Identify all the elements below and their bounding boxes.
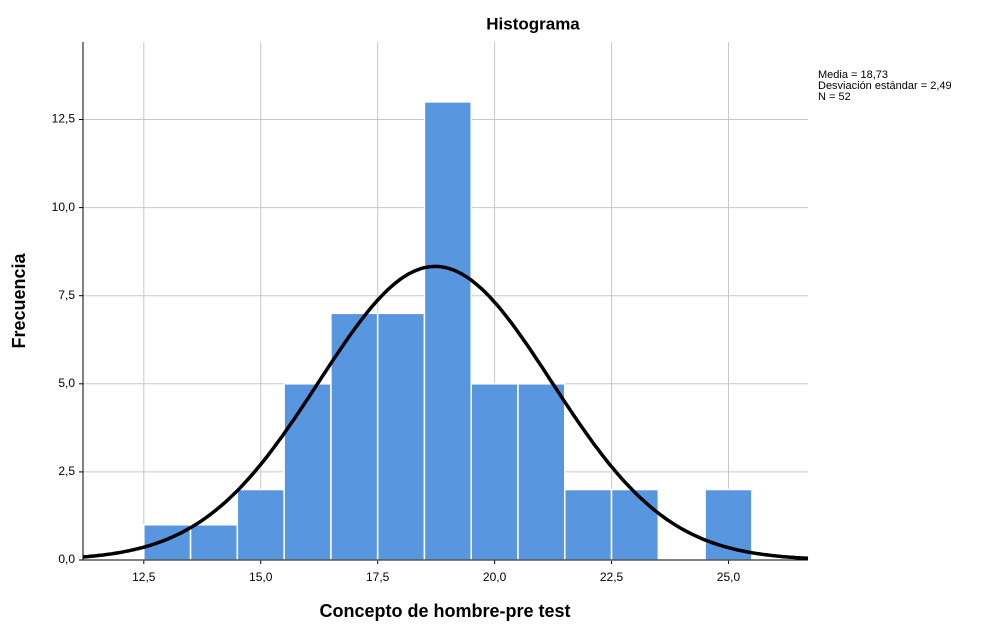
stats-text: N = 52 (818, 91, 851, 103)
bar (376, 312, 426, 561)
stats-text: Media = 18,73 (818, 69, 888, 81)
x-tick-label: 12,5 (132, 570, 156, 584)
y-tick-label: 0,0 (58, 552, 75, 566)
x-axis-label: Concepto de hombre-pre test (319, 601, 570, 621)
bar (236, 488, 285, 561)
y-tick-label: 2,5 (58, 464, 75, 478)
y-tick-label: 10,0 (52, 200, 76, 214)
normal-curve (82, 264, 809, 561)
stats-text: Desviación estándar = 2,49 (818, 80, 952, 92)
bar (610, 488, 660, 561)
bar (564, 488, 613, 561)
bar (189, 524, 239, 561)
bar (517, 383, 566, 561)
y-tick-label: 5,0 (58, 376, 75, 390)
x-tick-label: 25,0 (717, 570, 741, 584)
x-tick-label: 15,0 (249, 570, 273, 584)
chart-title: Histograma (486, 14, 580, 33)
bar (423, 101, 472, 561)
y-tick-label: 7,5 (58, 288, 75, 302)
bar (470, 383, 519, 561)
y-axis-label: Frecuencia (9, 252, 29, 348)
bar (283, 383, 332, 561)
x-tick-label: 22,5 (600, 570, 624, 584)
y-tick-label: 12,5 (52, 112, 76, 126)
x-tick-label: 17,5 (366, 570, 390, 584)
x-tick-label: 20,0 (483, 570, 507, 584)
